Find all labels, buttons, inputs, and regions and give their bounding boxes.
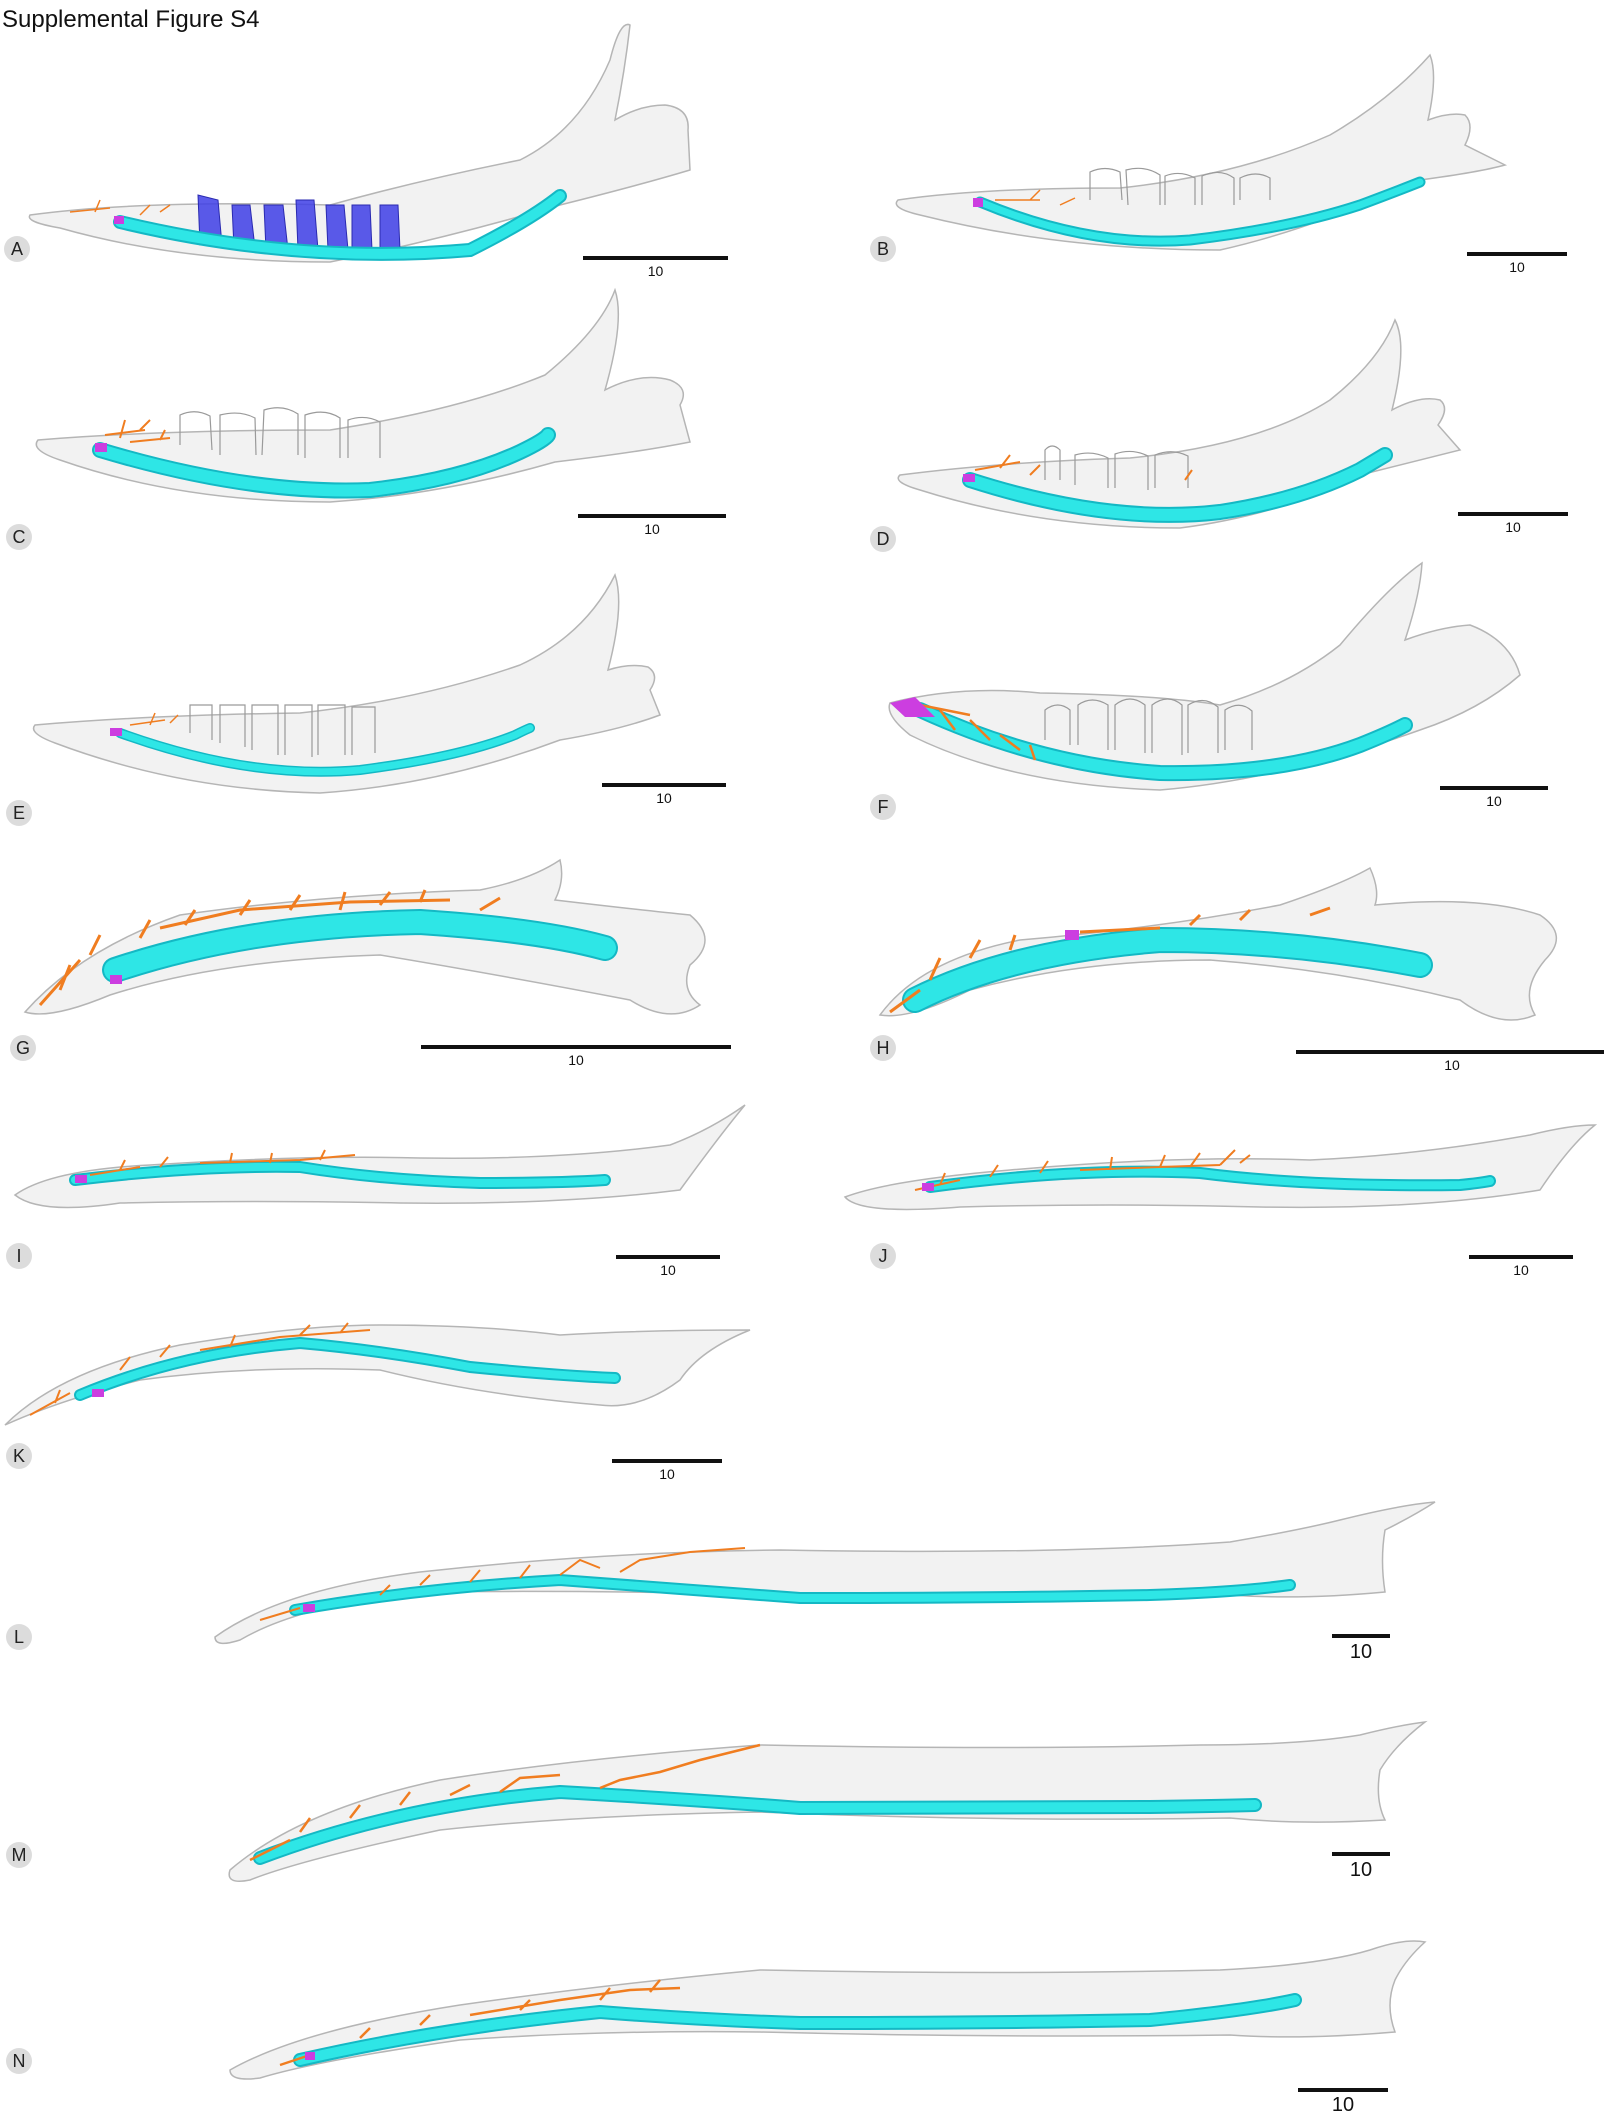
scale-bar-k <box>612 1459 722 1463</box>
panel-h: H 10 <box>860 840 1604 1075</box>
panel-a-mandible-render <box>28 23 691 263</box>
panel-label-j: J <box>870 1243 896 1269</box>
scale-bar-i <box>616 1255 720 1259</box>
scale-label-k: 10 <box>659 1466 675 1482</box>
scale-bar-j <box>1469 1255 1573 1259</box>
panel-b-mandible-render <box>895 53 1508 251</box>
panel-m: M 10 <box>0 1700 1604 1905</box>
panel-n-mandible-render <box>229 1940 1427 2080</box>
scale-label-e: 10 <box>656 790 672 806</box>
scale-bar-n <box>1298 2088 1388 2092</box>
scale-bar-g <box>421 1045 731 1049</box>
panel-label-b: B <box>870 236 896 262</box>
panel-label-m: M <box>6 1842 32 1868</box>
panel-label-k: K <box>6 1443 32 1469</box>
panel-d-mandible-render <box>897 318 1462 529</box>
scale-label-d: 10 <box>1505 519 1521 535</box>
panel-h-mandible-render <box>878 866 1557 1021</box>
panel-e-mandible-render <box>32 573 661 794</box>
figure-title: Supplemental Figure S4 <box>2 6 260 33</box>
panel-l: L 10 <box>0 1480 1604 1680</box>
panel-c: C 10 <box>0 287 800 565</box>
scale-bar-f <box>1440 786 1548 790</box>
panel-l-mandible-render <box>214 1501 1436 1645</box>
panel-b: B 10 <box>860 0 1604 290</box>
panel-label-g: G <box>10 1035 36 1061</box>
panel-k: K 10 <box>0 1275 800 1482</box>
scale-bar-c <box>578 514 726 518</box>
panel-label-c: C <box>6 524 32 550</box>
scale-label-h: 10 <box>1444 1057 1460 1073</box>
scale-bar-b <box>1467 252 1567 256</box>
scale-bar-e <box>602 783 726 787</box>
panel-k-mandible-render <box>4 1322 751 1426</box>
scale-bar-h <box>1296 1050 1604 1054</box>
panel-d: D 10 <box>860 290 1604 565</box>
panel-label-f: F <box>870 794 896 820</box>
scale-bar-l <box>1332 1634 1390 1638</box>
panel-g: G 10 <box>0 840 800 1075</box>
panel-e: E 10 <box>0 565 800 840</box>
scale-label-i: 10 <box>660 1262 676 1278</box>
scale-bar-a <box>583 256 728 260</box>
scale-label-j: 10 <box>1513 1262 1529 1278</box>
scale-label-g: 10 <box>568 1052 584 1068</box>
panel-label-n: N <box>6 2048 32 2074</box>
panel-label-l: L <box>6 1624 32 1650</box>
panel-j-mandible-render <box>843 1124 1598 1211</box>
scale-label-c: 10 <box>644 521 660 537</box>
panel-g-mandible-render <box>23 858 706 1015</box>
panel-f-mandible-render <box>888 561 1521 791</box>
panel-j: J 10 <box>843 1075 1604 1278</box>
panel-label-i: I <box>6 1243 32 1269</box>
scale-bar-m <box>1332 1852 1390 1856</box>
panel-label-e: E <box>6 800 32 826</box>
scale-label-b: 10 <box>1509 259 1525 275</box>
panel-c-mandible-render <box>35 287 691 503</box>
scale-label-l: 10 <box>1349 1641 1373 1663</box>
panel-n: N 10 <box>0 1920 1604 2116</box>
panel-m-mandible-render <box>228 1720 1428 1882</box>
panel-i-mandible-render <box>13 1104 746 1209</box>
panel-label-a: A <box>4 236 30 262</box>
scale-label-f: 10 <box>1486 793 1502 809</box>
panel-label-d: D <box>870 526 896 552</box>
scale-label-n: 10 <box>1331 2094 1355 2116</box>
scale-label-a: 10 <box>647 263 664 279</box>
panel-f: F 10 <box>860 545 1604 840</box>
scale-label-m: 10 <box>1349 1859 1373 1881</box>
panel-a: A 10 <box>0 0 800 290</box>
panel-label-h: H <box>870 1035 896 1061</box>
scale-bar-d <box>1458 512 1568 516</box>
panel-i: I 10 <box>0 1075 800 1278</box>
